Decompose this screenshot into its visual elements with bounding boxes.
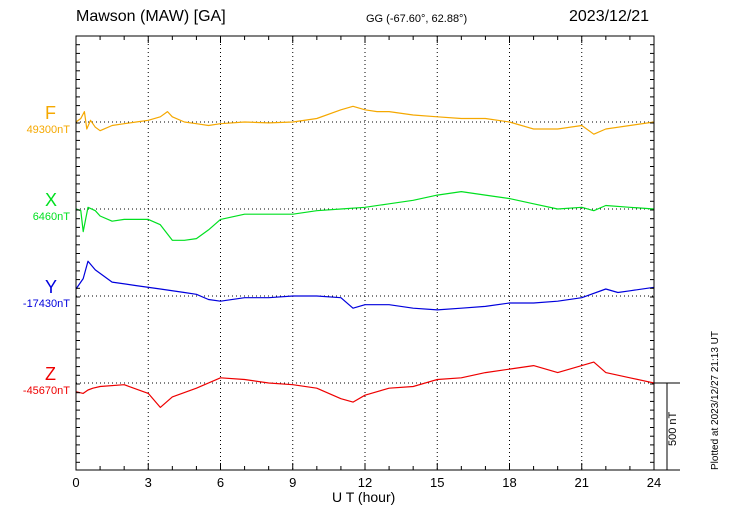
x-tick-label: 6 [217, 475, 224, 490]
x-tick-label: 21 [575, 475, 589, 490]
x-tick-label: 3 [145, 475, 152, 490]
series-f-line [75, 105, 655, 135]
plot-date: 2023/12/21 [569, 8, 650, 25]
axis-layer: 0 3 6 9 12 15 18 21 24 [72, 35, 680, 490]
geographic-coordinates: GG (-67.60°, 62.88°) [366, 13, 468, 25]
component-z-baseline: -45670nT [22, 385, 70, 397]
x-tick-label: 9 [289, 475, 296, 490]
series-z-line [75, 361, 655, 408]
x-tick-label: 24 [647, 475, 661, 490]
component-f-baseline: 49300nT [26, 124, 70, 136]
series-layer [75, 105, 655, 408]
x-tick-label: 15 [430, 475, 444, 490]
grid-layer [76, 36, 654, 470]
component-z-label: Z [45, 364, 56, 384]
component-x-label: X [45, 190, 58, 210]
x-tick-label: 18 [502, 475, 516, 490]
x-tick-label: 12 [358, 475, 372, 490]
component-y-label: Y [45, 277, 58, 297]
x-tick-label: 0 [72, 475, 79, 490]
series-x-line [75, 191, 655, 241]
plotted-timestamp: Plotted at 2023/12/27 21:13 UT [710, 331, 721, 470]
station-title: Mawson (MAW) [GA] [76, 8, 226, 25]
component-y-baseline: -17430nT [22, 298, 70, 310]
component-x-baseline: 6460nT [32, 211, 70, 223]
x-axis-label: U T (hour) [332, 489, 396, 505]
component-f-label: F [45, 103, 56, 123]
scale-bar-label: 500 nT [667, 411, 679, 446]
series-y-line [75, 260, 655, 311]
